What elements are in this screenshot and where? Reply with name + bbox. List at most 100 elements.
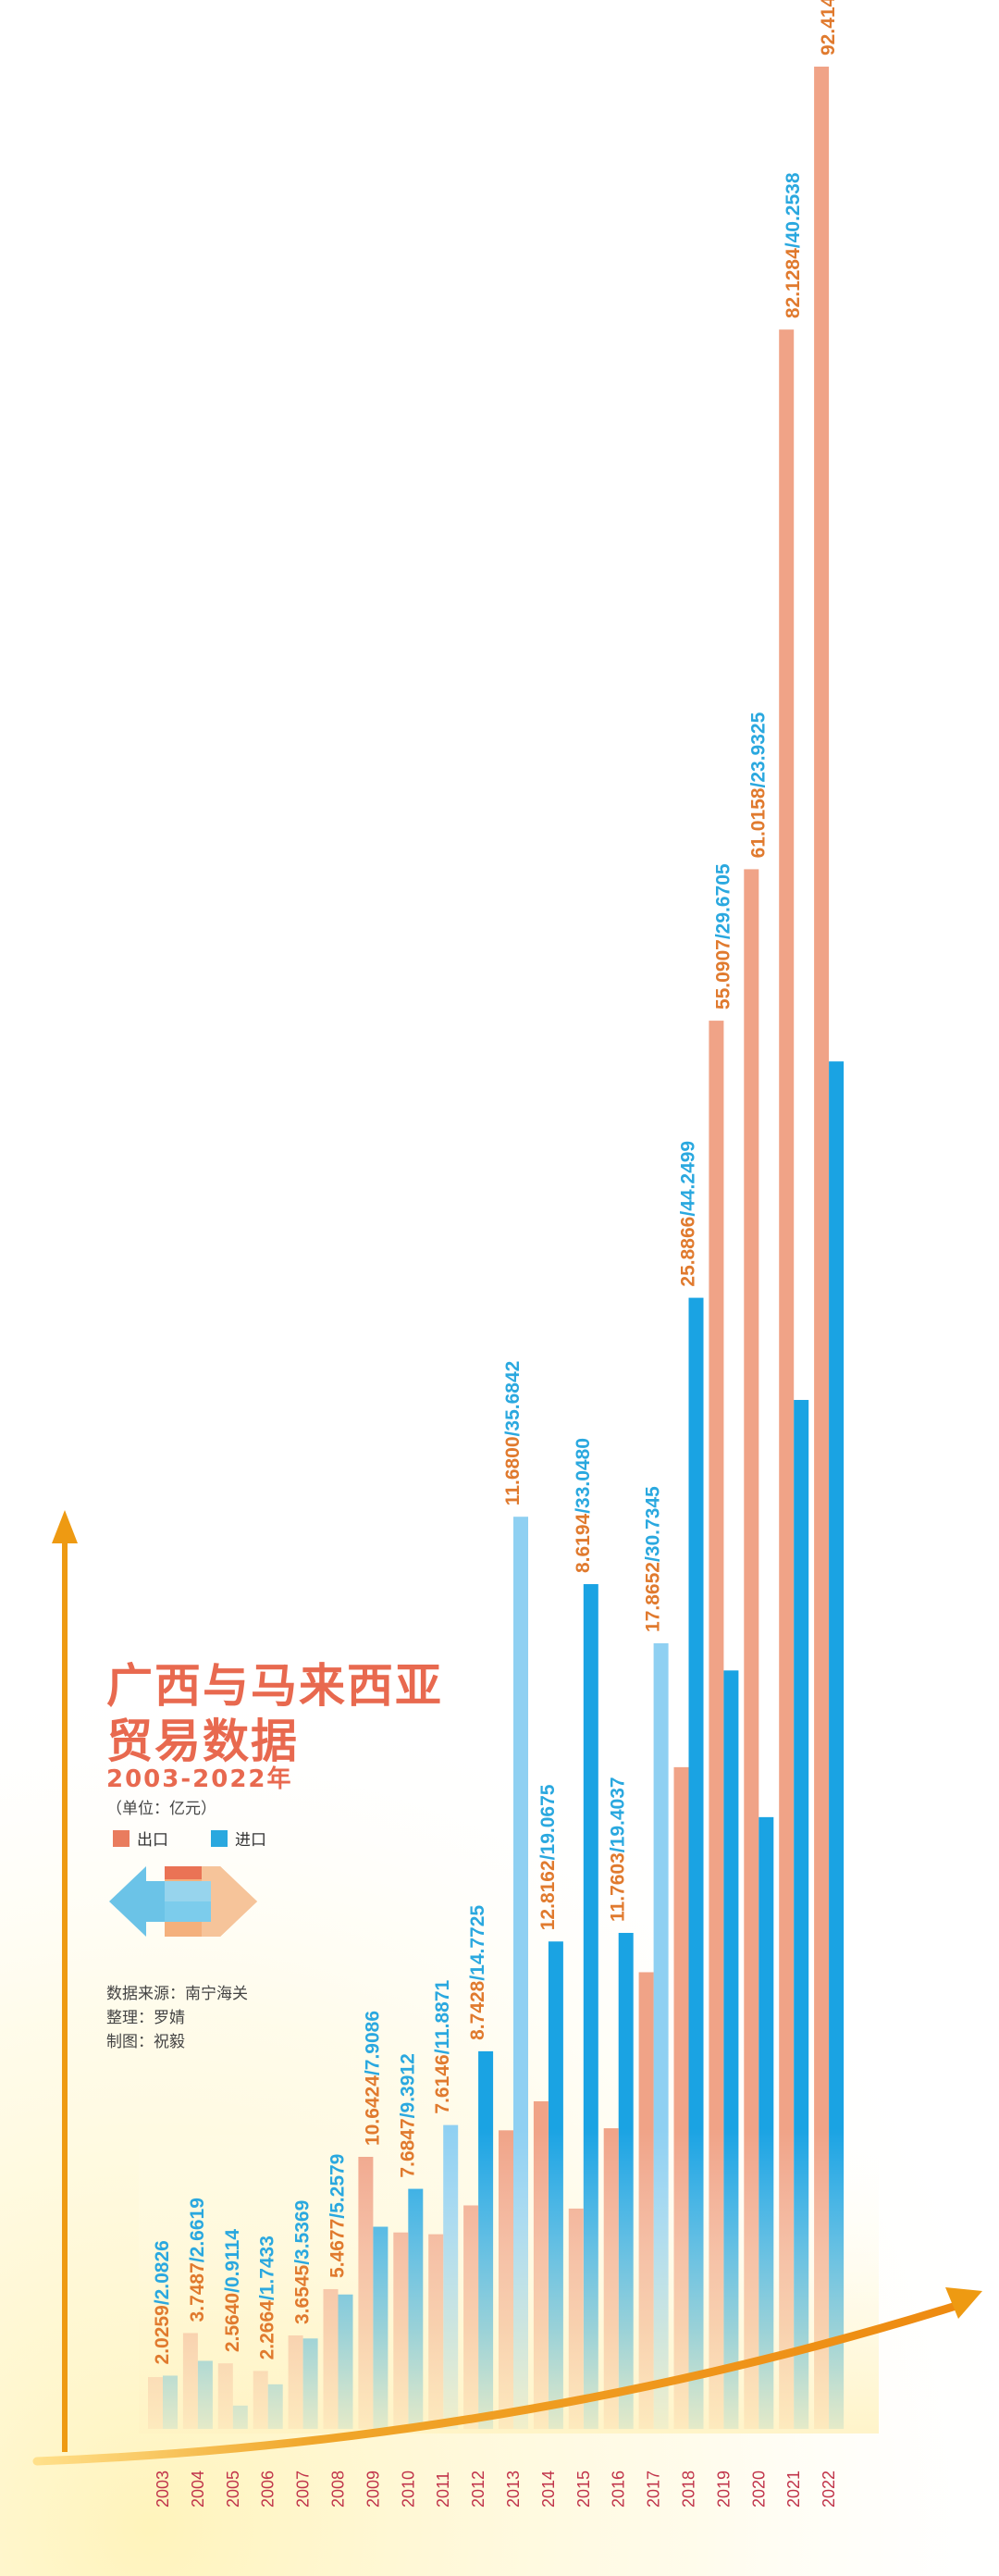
value-label-export: 7.6146 (432, 2054, 453, 2113)
bar-export-2019 (709, 1021, 724, 2429)
value-label-slash: / (537, 1854, 559, 1860)
value-label-export: 2.2664 (257, 2300, 278, 2360)
bottom-fade (139, 2128, 879, 2434)
year-label-2004: 2004 (189, 2471, 207, 2508)
value-label-export: 61.0158 (747, 787, 769, 858)
value-label-2014: 12.8162/19.0675 (537, 1784, 559, 1930)
value-label-2005: 2.5640/0.9114 (222, 2229, 243, 2352)
value-label-slash: / (187, 2257, 208, 2262)
value-label-slash: / (327, 2213, 349, 2219)
value-label-import: 29.6705 (712, 863, 734, 934)
year-label-2021: 2021 (784, 2471, 803, 2508)
value-label-import: 1.7433 (257, 2235, 278, 2295)
value-label-2008: 5.4677/5.2579 (327, 2154, 349, 2278)
value-label-slash: / (783, 242, 804, 248)
value-label-slash: / (608, 1847, 629, 1852)
year-label-2005: 2005 (224, 2471, 242, 2508)
value-label-export: 12.8162 (537, 1860, 559, 1930)
year-label-2013: 2013 (504, 2471, 523, 2508)
value-label-slash: / (467, 1975, 488, 1981)
credit-compiler: 整理：罗婧 (106, 2009, 185, 2027)
value-label-2003: 2.0259/2.0826 (152, 2240, 173, 2364)
value-label-export: 2.0259 (152, 2305, 173, 2364)
credit-source: 数据来源：南宁海关 (106, 1985, 248, 2003)
value-label-export: 10.6424 (362, 2075, 383, 2146)
value-label-export: 82.1284 (783, 248, 804, 318)
value-label-export: 11.6800 (502, 1436, 524, 1505)
year-label-2006: 2006 (259, 2471, 278, 2508)
value-label-2012: 8.7428/14.7725 (467, 1905, 488, 2040)
value-label-2007: 3.6545/3.5369 (292, 2200, 314, 2324)
value-label-slash: / (257, 2295, 278, 2300)
year-label-2019: 2019 (714, 2471, 733, 2508)
value-label-export: 3.7487 (187, 2262, 208, 2322)
value-label-slash: / (292, 2260, 314, 2265)
value-label-2016: 11.7603/19.4037 (608, 1777, 629, 1922)
value-label-import: 9.3912 (397, 2053, 418, 2112)
year-label-2008: 2008 (329, 2471, 348, 2508)
value-label-slash: / (222, 2287, 243, 2293)
year-label-2017: 2017 (645, 2471, 663, 2508)
value-label-slash: / (573, 1508, 594, 1514)
year-label-2003: 2003 (154, 2471, 172, 2508)
value-label-slash: / (152, 2299, 173, 2305)
value-label-import: 44.2499 (678, 1141, 699, 1211)
value-label-export: 8.6194 (573, 1513, 594, 1573)
year-label-2010: 2010 (399, 2471, 417, 2508)
x-axis-arrowhead (945, 2287, 982, 2319)
value-label-slash: / (678, 1211, 699, 1217)
legend-import-label: 进口 (235, 1831, 266, 1850)
value-label-2021: 82.1284/40.2538 (783, 172, 804, 318)
legend-import: 进口 (211, 1827, 266, 1850)
value-label-slash: / (397, 2112, 418, 2118)
value-label-2004: 3.7487/2.6619 (187, 2198, 208, 2322)
legend-export: 出口 (113, 1827, 168, 1850)
value-label-slash: / (747, 782, 769, 787)
value-label-slash: / (712, 934, 734, 939)
value-label-2010: 7.6847/9.3912 (397, 2053, 418, 2177)
trade-arrows-icon (109, 1866, 257, 1937)
value-label-2019: 55.0907/29.6705 (712, 863, 734, 1009)
value-label-export: 3.6545 (292, 2264, 314, 2324)
year-label-2016: 2016 (610, 2471, 628, 2508)
value-label-import: 7.9086 (362, 2011, 383, 2070)
value-label-2009: 10.6424/7.9086 (362, 2011, 383, 2146)
year-label-2020: 2020 (749, 2471, 768, 2508)
value-label-export: 7.6847 (397, 2118, 418, 2177)
legend-export-label: 出口 (137, 1831, 168, 1850)
value-label-2022: 92.4146/53.4961 (818, 0, 839, 56)
value-label-2020: 61.0158/23.9325 (747, 712, 769, 858)
value-label-2018: 25.8866/44.2499 (678, 1141, 699, 1287)
x-axis-curve (32, 2299, 967, 2466)
value-label-export: 92.4146 (818, 0, 839, 56)
value-label-import: 19.0675 (537, 1784, 559, 1854)
year-label-2011: 2011 (434, 2471, 452, 2508)
unit-label: （单位：亿元） (106, 1800, 216, 1818)
value-label-slash: / (502, 1430, 524, 1436)
value-label-slash: / (432, 2049, 453, 2054)
bar-export-2020 (744, 869, 759, 2429)
year-label-2009: 2009 (364, 2471, 382, 2508)
value-label-import: 33.0480 (573, 1438, 594, 1508)
bar-import-2022 (829, 1061, 845, 2429)
value-label-import: 11.8871 (432, 1979, 453, 2049)
value-label-2017: 17.8652/30.7345 (643, 1486, 664, 1632)
legend-export-swatch (113, 1829, 130, 1847)
value-label-2015: 8.6194/33.0480 (573, 1438, 594, 1573)
year-label-2022: 2022 (820, 2471, 838, 2508)
value-label-import: 23.9325 (747, 712, 769, 782)
value-label-import: 2.0826 (152, 2240, 173, 2299)
value-label-2013: 11.6800/35.6842 (502, 1361, 524, 1506)
value-label-2006: 2.2664/1.7433 (257, 2235, 278, 2359)
legend-import-swatch (211, 1829, 228, 1847)
chart-title-line2: 贸易数据 (106, 1715, 299, 1768)
value-label-export: 11.7603 (608, 1852, 629, 1922)
value-label-slash: / (362, 2070, 383, 2075)
value-label-import: 2.6619 (187, 2198, 208, 2257)
value-label-export: 5.4677 (327, 2219, 349, 2278)
y-axis-arrowhead (52, 1510, 78, 1543)
value-label-export: 25.8866 (678, 1217, 699, 1287)
value-label-export: 17.8652 (643, 1562, 664, 1632)
value-label-export: 55.0907 (712, 939, 734, 1009)
value-label-2011: 7.6146/11.8871 (432, 1979, 453, 2113)
